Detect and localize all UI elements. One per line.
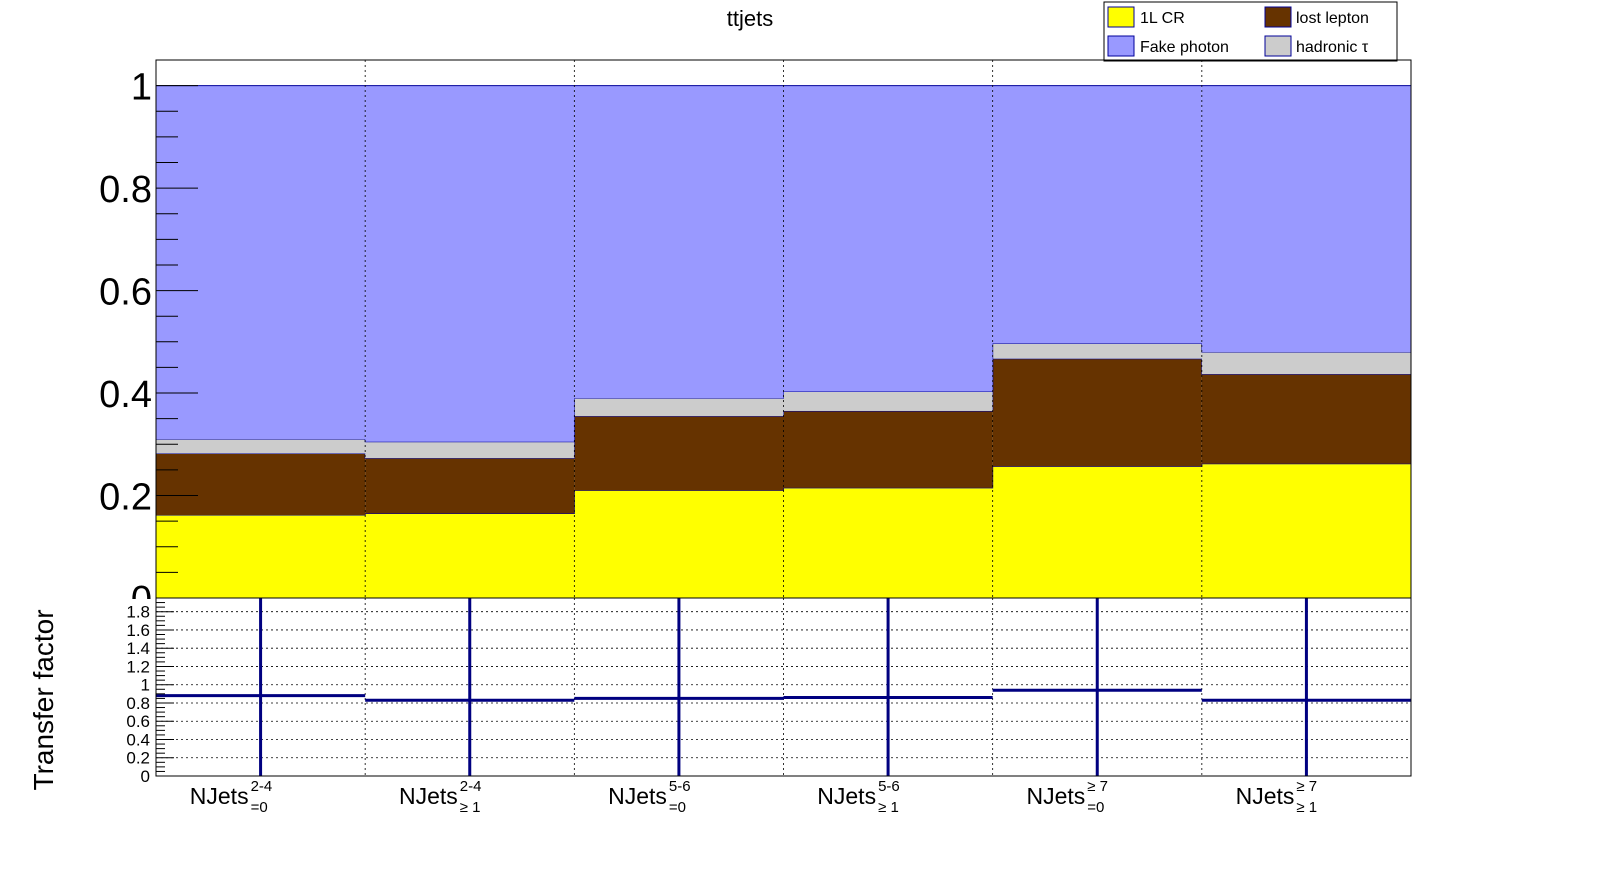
x-category-label-2: NJets 2-4 ≥ 1	[399, 778, 481, 816]
legend-label-1l-cr: 1L CR	[1140, 10, 1185, 27]
legend-swatch-hadronic-tau	[1264, 35, 1292, 57]
top-y-tick-label: 0.6	[99, 272, 152, 314]
stack-bar-lost-lepton-bin-5	[992, 358, 1202, 467]
stack-bar-fake-photon-bin-6	[1201, 85, 1411, 353]
legend-label-fake-photon: Fake photon	[1140, 39, 1229, 56]
top-y-tick-label: 0.8	[99, 169, 152, 211]
stack-bar-lost-lepton-bin-3	[574, 416, 784, 491]
x-category-superscript: 2-4	[460, 778, 482, 795]
x-category-superscript: ≥ 7	[1296, 778, 1317, 795]
legend: 1L CR lost lepton Fake photon hadronic τ	[1103, 1, 1398, 62]
chart-title: ttjets	[727, 6, 773, 31]
bottom-y-tick-label: 0	[141, 767, 150, 786]
x-category-label-6: NJets ≥ 7 ≥ 1	[1236, 778, 1318, 816]
x-axis-labels: NJets 2-4=0 NJets 2-4≥ 1 NJets 5-6=0 NJets 5-6≥…	[190, 778, 1317, 816]
bottom-y-tick-label: 1.4	[126, 639, 150, 658]
stack-bar-fake-photon-bin-4	[783, 85, 993, 392]
x-category-subscript: =0	[669, 799, 686, 816]
bottom-y-tick-label: 0.8	[126, 694, 150, 713]
x-category-superscript: 5-6	[669, 778, 691, 795]
legend-entry-hadronic-tau: hadronic τ	[1264, 35, 1369, 57]
x-category-subscript: ≥ 1	[1296, 799, 1317, 816]
x-category-base: NJets	[1236, 783, 1295, 809]
legend-entry-1l-cr: 1L CR	[1107, 6, 1185, 28]
x-category-label-3: NJets 5-6 =0	[608, 778, 690, 816]
x-category-label-5: NJets ≥ 7 =0	[1026, 778, 1108, 816]
zero-label-mask	[0, 599, 155, 619]
x-category-base: NJets	[399, 783, 458, 809]
stack-bar-lost-lepton-bin-4	[783, 410, 993, 488]
stack-bar-hadronic--bin-1	[156, 439, 366, 454]
x-category-base: NJets	[608, 783, 667, 809]
legend-entry-fake-photon: Fake photon	[1107, 35, 1229, 57]
stack-bar-fake-photon-bin-2	[365, 85, 575, 442]
legend-label-lost-lepton: lost lepton	[1296, 10, 1369, 27]
legend-swatch-fake-photon	[1107, 35, 1135, 57]
legend-entry-lost-lepton: lost lepton	[1264, 6, 1369, 28]
stack-bar-1l-cr-bin-1	[156, 514, 366, 598]
top-panel-stack	[156, 85, 1411, 598]
stack-bar-hadronic--bin-4	[783, 391, 993, 411]
stack-bar-1l-cr-bin-2	[365, 513, 575, 598]
x-category-subscript: =0	[1087, 799, 1104, 816]
stack-bar-fake-photon-bin-3	[574, 85, 784, 399]
x-category-label-4: NJets 5-6 ≥ 1	[817, 778, 899, 816]
stack-bar-lost-lepton-bin-1	[156, 453, 366, 515]
stack-bar-hadronic--bin-5	[992, 343, 1202, 359]
stack-bar-fake-photon-bin-1	[156, 85, 366, 440]
legend-frame	[1103, 1, 1398, 62]
x-category-superscript: 5-6	[878, 778, 900, 795]
bottom-y-tick-label: 1.6	[126, 621, 150, 640]
x-category-subscript: ≥ 1	[460, 799, 481, 816]
stack-bar-1l-cr-bin-6	[1201, 463, 1411, 598]
stack-bar-lost-lepton-bin-2	[365, 458, 575, 514]
bottom-y-tick-label: 1.8	[126, 603, 150, 622]
stack-bar-fake-photon-bin-5	[992, 85, 1202, 344]
x-category-base: NJets	[1026, 783, 1085, 809]
x-category-label-1: NJets 2-4 =0	[190, 778, 272, 816]
stack-bar-1l-cr-bin-4	[783, 487, 993, 598]
bottom-y-tick-label: 1.2	[126, 657, 150, 676]
x-category-superscript: 2-4	[251, 778, 273, 795]
top-y-tick-label: 1	[131, 67, 152, 109]
bottom-y-tick-label: 1	[141, 676, 150, 695]
stack-bar-1l-cr-bin-3	[574, 490, 784, 598]
top-y-tick-label: 0.4	[99, 374, 152, 416]
bottom-panel-frame	[155, 597, 1412, 777]
bottom-panel-grid	[156, 598, 1411, 776]
stack-bar-hadronic--bin-6	[1201, 352, 1411, 375]
top-y-tick-label: 0.2	[99, 477, 152, 519]
bottom-panel-y-label: Transfer factor	[28, 609, 59, 790]
stack-bar-lost-lepton-bin-6	[1201, 374, 1411, 464]
legend-label-hadronic-tau: hadronic τ	[1296, 39, 1369, 56]
x-category-base: NJets	[817, 783, 876, 809]
bottom-panel-points	[156, 598, 1411, 776]
bottom-panel-y-axis: 00.20.40.60.811.21.41.61.8	[126, 602, 174, 786]
x-category-base: NJets	[190, 783, 249, 809]
x-category-superscript: ≥ 7	[1087, 778, 1108, 795]
stack-bar-1l-cr-bin-5	[992, 466, 1202, 598]
stack-bar-hadronic--bin-3	[574, 398, 784, 417]
x-category-subscript: ≥ 1	[878, 799, 899, 816]
stack-bar-hadronic--bin-2	[365, 441, 575, 459]
bottom-y-tick-label: 0.4	[126, 730, 150, 749]
bottom-y-tick-label: 0.6	[126, 712, 150, 731]
legend-swatch-1l-cr	[1107, 6, 1135, 28]
legend-swatch-lost-lepton	[1264, 6, 1292, 28]
top-panel-y-axis: 0.20.40.60.810	[0, 67, 198, 621]
bottom-y-tick-label: 0.2	[126, 749, 150, 768]
x-category-subscript: =0	[251, 799, 268, 816]
